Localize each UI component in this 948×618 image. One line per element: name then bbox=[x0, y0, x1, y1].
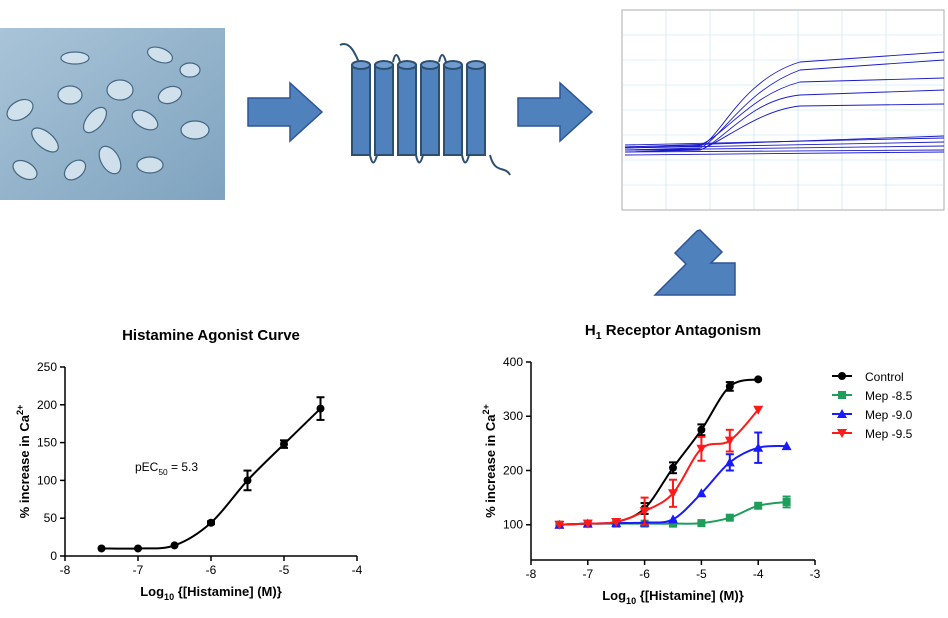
x-tick-label: -7 bbox=[133, 563, 144, 577]
chart: H1 Receptor Antagonism Log10 {[Histamine]… bbox=[481, 322, 913, 606]
x-axis-label-rest: {[Histamine] (M)} bbox=[636, 588, 744, 603]
x-tick-label: -8 bbox=[526, 567, 537, 581]
point bbox=[668, 489, 678, 499]
point bbox=[316, 404, 325, 413]
legend-marker bbox=[838, 372, 846, 380]
y-axis-label-main: % increase in Ca bbox=[483, 414, 498, 518]
y-tick-label: 200 bbox=[503, 463, 523, 477]
chart-title-rest: Receptor Antagonism bbox=[602, 322, 761, 339]
x-tick-label: -8 bbox=[60, 563, 71, 577]
legend-marker bbox=[837, 429, 847, 438]
point bbox=[554, 520, 565, 530]
x-tick-label: -5 bbox=[696, 567, 707, 581]
legend-label: Mep -9.0 bbox=[865, 408, 913, 422]
legend-label: Mep -9.5 bbox=[865, 427, 913, 441]
point bbox=[669, 519, 677, 528]
fit-curve bbox=[101, 407, 322, 550]
x-axis-label-rest: {[Histamine] (M)} bbox=[174, 584, 282, 599]
legend-label: Control bbox=[865, 370, 904, 384]
y-tick-label: 400 bbox=[503, 355, 523, 369]
x-axis-label-main: Log bbox=[602, 588, 626, 603]
chart-title: H1 Receptor Antagonism bbox=[585, 322, 761, 342]
y-tick-label: 150 bbox=[37, 436, 57, 450]
point bbox=[207, 518, 215, 527]
chart-title-main: H bbox=[585, 322, 596, 339]
y-tick-label: 250 bbox=[37, 360, 57, 374]
annotation-rest: = 5.3 bbox=[168, 460, 199, 474]
y-tick-label: 300 bbox=[503, 409, 523, 423]
point bbox=[697, 519, 706, 528]
point bbox=[668, 514, 678, 524]
point bbox=[639, 507, 650, 517]
x-tick-label: -7 bbox=[582, 567, 593, 581]
y-axis-label-sup: 2+ bbox=[15, 405, 25, 415]
point bbox=[697, 425, 706, 434]
point bbox=[753, 442, 764, 452]
x-axis-label-main: Log bbox=[140, 584, 164, 599]
annotation-main: pEC bbox=[135, 460, 159, 474]
y-axis-label-sup: 2+ bbox=[481, 404, 491, 414]
annotation: pEC50 = 5.3 bbox=[135, 460, 198, 477]
point bbox=[582, 519, 593, 529]
point bbox=[669, 463, 677, 472]
point bbox=[724, 436, 735, 446]
point bbox=[724, 457, 735, 467]
y-tick-label: 50 bbox=[44, 511, 58, 525]
point bbox=[170, 541, 179, 550]
x-tick-label: -4 bbox=[352, 563, 363, 577]
x-axis-label: Log10 {[Histamine] (M)} bbox=[140, 584, 282, 602]
cell-image bbox=[0, 28, 225, 200]
y-axis-label: % increase in Ca2+ bbox=[15, 405, 32, 519]
x-tick-label: -6 bbox=[639, 567, 650, 581]
point bbox=[725, 382, 734, 391]
arrows bbox=[247, 81, 736, 296]
x-tick-label: -6 bbox=[206, 563, 217, 577]
fit-curve bbox=[559, 409, 759, 526]
point bbox=[280, 440, 288, 449]
point bbox=[725, 513, 734, 522]
x-tick-label: -5 bbox=[279, 563, 290, 577]
y-tick-label: 0 bbox=[50, 549, 57, 563]
point bbox=[753, 405, 764, 415]
point bbox=[781, 441, 792, 451]
point bbox=[754, 501, 763, 510]
receptor-diagram bbox=[339, 43, 511, 176]
point bbox=[611, 518, 622, 528]
trace-panel bbox=[621, 9, 945, 211]
legend-marker bbox=[838, 391, 846, 399]
x-axis-label-sub: 10 bbox=[626, 596, 636, 606]
y-axis-label-main: % increase in Ca bbox=[17, 414, 32, 518]
x-axis-label-sub: 10 bbox=[164, 592, 174, 602]
chart-title: Histamine Agonist Curve bbox=[122, 327, 300, 344]
y-tick-label: 100 bbox=[503, 518, 523, 532]
point bbox=[243, 476, 252, 485]
x-axis-label: Log10 {[Histamine] (M)} bbox=[602, 588, 744, 606]
chart: Histamine Agonist Curve Log10 {[Histamine… bbox=[15, 327, 363, 602]
point bbox=[97, 544, 106, 553]
y-tick-label: 100 bbox=[37, 473, 57, 487]
legend-label: Mep -8.5 bbox=[865, 389, 913, 403]
point bbox=[782, 497, 791, 506]
y-tick-label: 200 bbox=[37, 398, 57, 412]
x-tick-label: -4 bbox=[753, 567, 764, 581]
point bbox=[696, 444, 707, 454]
annotation-sub: 50 bbox=[158, 467, 168, 477]
point bbox=[696, 488, 707, 498]
chart-title-sub: 1 bbox=[596, 330, 602, 342]
y-axis-label: % increase in Ca2+ bbox=[481, 404, 498, 518]
legend-marker bbox=[837, 409, 847, 418]
point bbox=[134, 544, 142, 553]
x-tick-label: -3 bbox=[810, 567, 821, 581]
point bbox=[754, 375, 763, 384]
